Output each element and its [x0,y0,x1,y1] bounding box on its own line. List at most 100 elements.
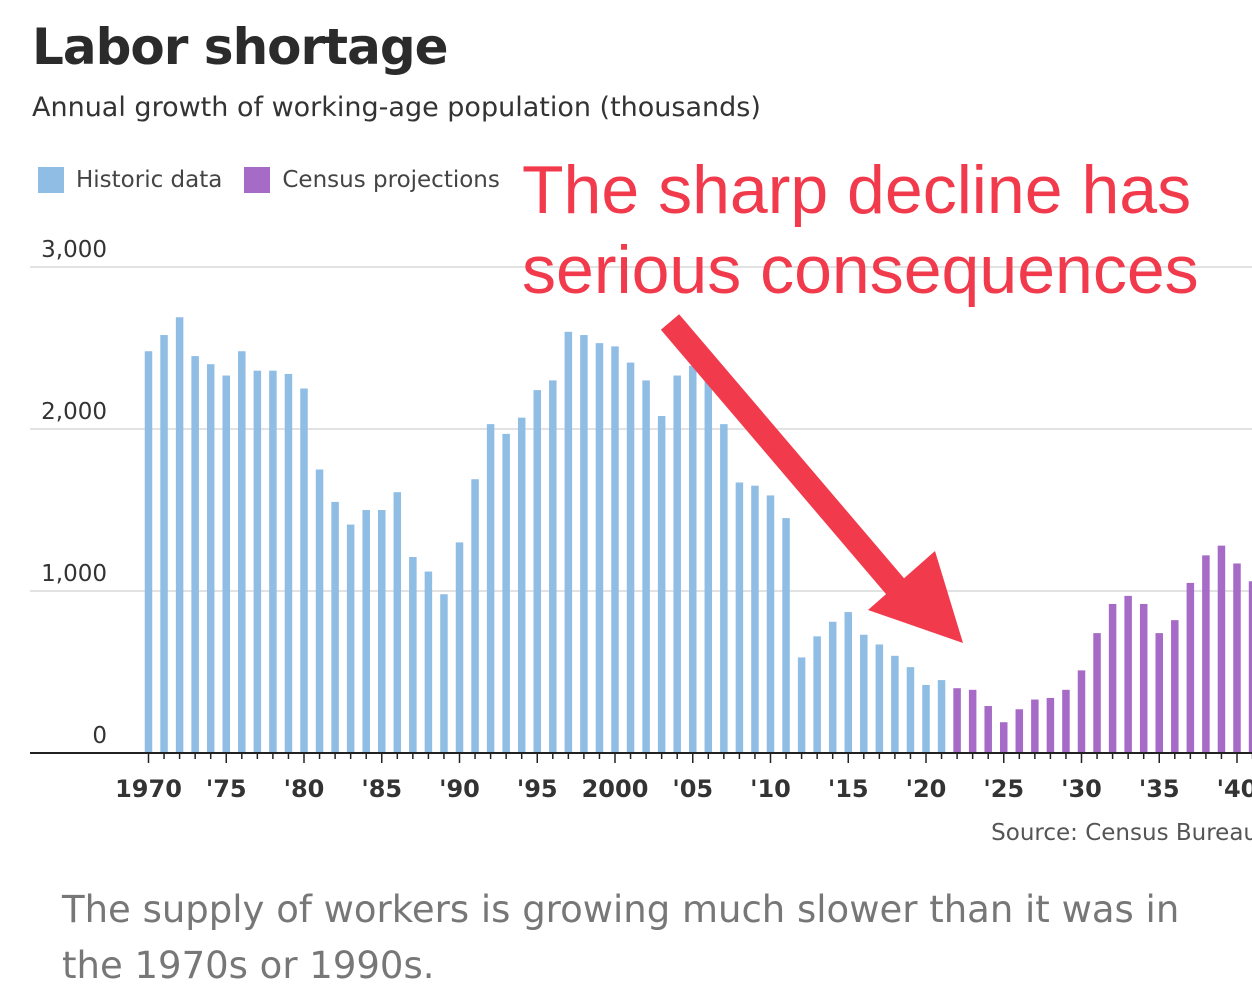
bar-historic [393,492,402,753]
x-tick-label: '25 [983,775,1024,803]
bar-historic [440,594,448,753]
bar-historic [238,351,246,753]
bar-historic [486,424,495,753]
annotation-line-2: serious consequences [522,232,1199,308]
x-tick-label: '90 [439,775,480,803]
bar-projection [1015,709,1024,753]
chart-subtitle: Annual growth of working-age population … [32,92,761,123]
bar-historic [409,556,417,753]
x-tick-label: '80 [284,775,325,803]
bar-projection [1139,603,1148,753]
bar-historic [160,335,168,753]
legend-label-historic: Historic data [76,167,223,193]
source-note: Source: Census Bureau [991,820,1252,846]
bar-historic [284,373,293,753]
bar-projection [1155,633,1163,753]
bar-historic [922,684,930,753]
bar-historic [689,365,697,753]
x-tick-label: '75 [206,775,247,803]
bar-historic [657,416,666,753]
bar-historic [860,634,868,753]
bar-historic [782,518,790,753]
bar-historic [269,370,277,753]
x-tick-label: '05 [672,775,713,803]
bar-historic [300,388,308,753]
y-tick-label: 3,000 [41,237,107,263]
bar-historic [424,571,433,753]
x-tick-label: '95 [517,775,558,803]
x-tick-label: 1970 [115,775,182,803]
bar-historic [797,657,806,753]
bar-projection [1000,722,1008,753]
y-tick-label: 1,000 [41,561,107,587]
bar-historic [471,479,479,753]
annotation-arrow-head [868,551,963,643]
bar-projection [984,706,992,753]
x-tick-label: '85 [361,775,402,803]
bar-projection [1046,697,1055,753]
x-tick-label: '10 [750,775,791,803]
bar-projection [1202,555,1210,753]
bar-historic [175,317,184,753]
x-tick-label: '35 [1139,775,1180,803]
x-tick-label: '30 [1061,775,1102,803]
bar-projection [1108,603,1117,753]
legend-swatch-projections [244,167,271,193]
bar-projection [968,689,977,753]
bar-historic [253,370,262,753]
annotation-arrow-shaft [660,314,910,600]
bar-historic [611,346,619,753]
y-tick-label: 2,000 [41,399,107,425]
legend-swatch-historic [38,167,64,193]
bar-historic [517,417,526,753]
bar-historic [595,343,604,753]
bar-projection [1171,620,1179,753]
x-tick-label: '20 [906,775,947,803]
bar-historic [315,469,324,753]
bar-projection [1248,581,1252,753]
x-tick-label: '15 [828,775,869,803]
bar-projection [1124,595,1132,753]
legend-item-historic: Historic data [38,167,222,193]
bar-historic [891,655,899,753]
legend-label-projections: Census projections [282,167,500,193]
bar-projection [953,688,961,753]
annotation-line-1: The sharp decline has [522,152,1192,228]
bar-historic [564,331,573,753]
bar-projection [1077,670,1086,753]
bar-historic [844,612,852,753]
bar-historic [673,375,681,753]
bar-historic [378,510,386,753]
bar-projection [1093,633,1101,753]
bar-historic [533,390,541,753]
bar-projection [1031,699,1039,753]
bar-historic [751,485,759,753]
bar-historic [362,510,370,753]
bar-historic [720,424,728,753]
bar-historic [580,335,588,753]
x-tick-label: 2000 [582,775,649,803]
bar-historic [502,433,510,753]
chart-legend: Historic data Census projections [38,163,522,197]
bar-historic [206,364,215,753]
bar-historic [144,351,153,753]
chart-title: Labor shortage [32,18,449,76]
bar-historic [222,375,230,753]
bar-projection [1233,563,1241,753]
bar-projection [1186,582,1195,753]
bar-historic [346,524,355,753]
bar-historic [813,636,821,753]
bar-projection [1062,689,1070,753]
annotation-text: The sharp decline has serious consequenc… [522,150,1252,310]
bar-projection [1217,545,1226,753]
x-tick-label: '40 [1217,775,1252,803]
bar-historic [906,667,915,753]
bar-historic [642,380,650,753]
bar-historic [549,380,557,753]
bar-historic [875,644,884,753]
y-tick-label: 0 [92,723,107,749]
legend-item-projections: Census projections [244,167,500,193]
figure-caption: The supply of workers is growing much sl… [62,888,1180,987]
bar-historic [191,356,199,753]
